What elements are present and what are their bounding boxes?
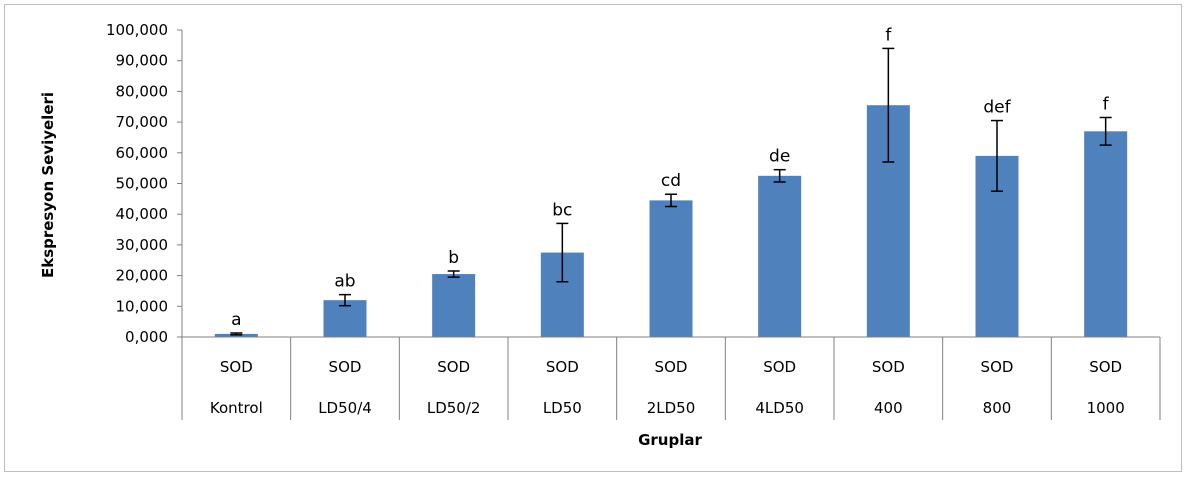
error-bar [882,47,895,163]
y-tick-label: 40,000 [116,205,169,223]
y-axis-title: Ekspresyon Seviyeleri [39,92,57,278]
gene-label: SOD [546,358,579,376]
gene-label: SOD [437,358,470,376]
significance-label: f [885,25,892,45]
y-tick-label: 90,000 [116,52,169,70]
y-tick-label: 10,000 [116,297,169,315]
category-label: 800 [983,399,1012,417]
error-bar [339,293,351,307]
bar [432,274,476,337]
category-label: LD50/2 [427,399,481,417]
y-tick-label: 80,000 [116,82,169,100]
category-label: 1000 [1087,399,1125,417]
bar [649,200,693,337]
y-tick-label: 30,000 [116,236,169,254]
error-bar [556,222,569,283]
gene-label: SOD [872,358,905,376]
error-bar [1099,116,1112,146]
category-label: Kontrol [210,399,263,417]
y-tick-label: 100,000 [106,21,168,39]
gene-label: SOD [220,358,253,376]
gene-label: SOD [981,358,1014,376]
significance-label: def [983,98,1011,118]
category-label: 400 [874,399,903,417]
y-axis: 0,000 10,000 20,000 30,000 40,000 50,000 60,00… [106,21,183,346]
category-label: 4LD50 [755,399,804,417]
y-tick-label: 20,000 [116,267,169,285]
x-axis-title: Gruplar [638,431,702,449]
y-tick-label: 60,000 [116,144,169,162]
y-tick-label: 70,000 [116,113,169,131]
y-tick-label: 0,000 [125,328,168,346]
y-tick-label: 50,000 [116,175,169,193]
bar [1084,131,1128,337]
x-axis: SOD Kontrol SOD LD50/4 SOD LD50/2 SOD LD50 SOD 2L… [181,336,1161,420]
significance-label: bc [552,200,572,220]
significance-label: b [448,248,459,268]
gene-label: SOD [1089,358,1122,376]
category-label: LD50 [543,399,582,417]
error-bar [991,119,1003,192]
error-bar [447,270,460,278]
significance-label: a [231,310,241,330]
error-bar [230,332,243,336]
significance-label: de [769,147,790,167]
gene-label: SOD [329,358,362,376]
significance-label: f [1103,94,1110,114]
error-bar [665,193,677,208]
category-label: LD50/4 [318,399,372,417]
gene-label: SOD [655,358,688,376]
bar [758,175,802,337]
error-bar [773,168,786,183]
gene-label: SOD [763,358,796,376]
significance-label: ab [334,272,355,292]
category-label: 2LD50 [647,399,696,417]
significance-label: cd [661,171,681,191]
